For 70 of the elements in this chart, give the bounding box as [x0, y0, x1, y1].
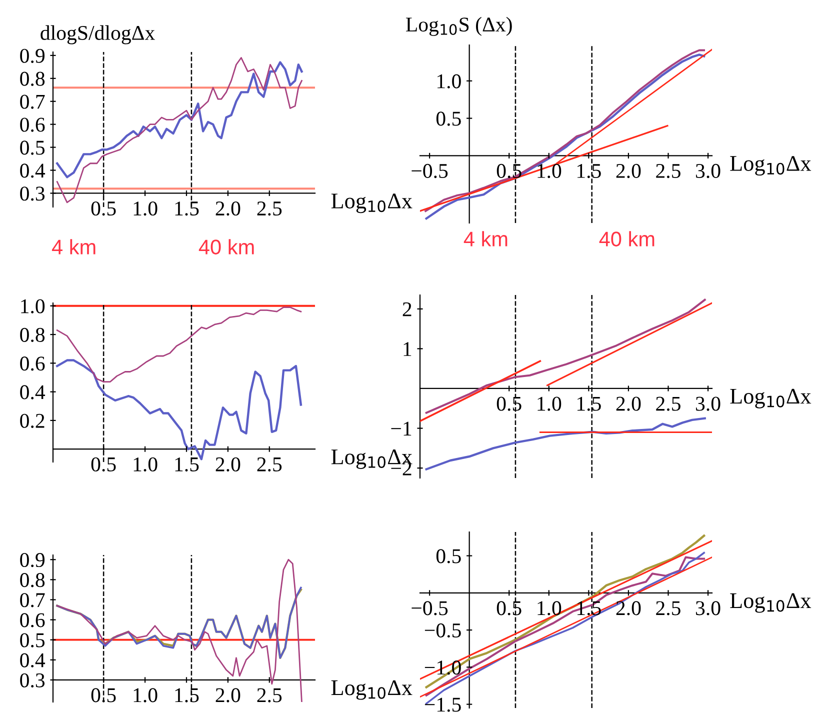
x-tick-label: 1.0 — [538, 164, 562, 178]
x-tick-label: 3.0 — [696, 396, 720, 411]
x-tick-label: −0.5 — [412, 601, 448, 616]
x-tick-label: 3.0 — [696, 601, 720, 616]
y-tick-label: 0.3 — [20, 673, 45, 688]
x-axis-title: Log$_{10}$Δx — [331, 680, 412, 700]
x-tick-label: 1.0 — [538, 396, 562, 411]
text: 40 km — [599, 231, 654, 246]
y-tick-label: 1.0 — [21, 299, 45, 314]
x-tick-label: 0.5 — [496, 601, 522, 616]
y-tick-label: 0.6 — [20, 613, 45, 628]
y-tick-label: 0.6 — [20, 118, 45, 132]
x-tick-label: 2.0 — [616, 164, 641, 178]
y-tick-label: 0.8 — [20, 573, 45, 588]
x-tick-label: 2.5 — [656, 396, 680, 411]
x-tick-label: 2.0 — [216, 457, 240, 472]
x-tick-label: 1.0 — [134, 688, 158, 702]
x-tick-label: 0.5 — [496, 396, 522, 411]
y-tick-label: 0.7 — [20, 94, 45, 109]
y-tick-label: 0.8 — [20, 72, 45, 86]
y-tick-label: −1.5 — [424, 698, 461, 712]
x-tick-label: 2.5 — [257, 202, 282, 216]
x-tick-label: 1.5 — [577, 164, 601, 178]
y-tick-label: 0.3 — [20, 186, 45, 201]
y-axis-title: Log$_{10}$S (Δx) — [406, 16, 512, 36]
x-axis-title: Log$_{10}$Δx — [730, 593, 812, 613]
x-tick-label: 0.5 — [91, 201, 116, 216]
y-tick-label: 2 — [402, 302, 412, 316]
x-tick-label: 2.0 — [616, 396, 641, 411]
x-tick-label: 2.5 — [656, 164, 680, 178]
x-tick-label: 3.0 — [696, 164, 720, 178]
y-tick-label: 0.8 — [20, 328, 45, 342]
y-tick-label: 0.4 — [20, 164, 46, 178]
text: 4 km — [52, 239, 96, 254]
x-tick-label: 1.0 — [134, 201, 158, 216]
y-tick-label: 0.9 — [20, 552, 45, 568]
y-tick-label: 0.2 — [20, 414, 44, 428]
x-tick-label: 2.5 — [257, 457, 282, 472]
x-tick-label: 2.0 — [216, 201, 240, 216]
x-tick-label: 1.0 — [538, 601, 562, 616]
y-tick-label: 0.4 — [20, 385, 46, 400]
y-tick-label: 0.5 — [436, 549, 461, 564]
x-tick-label: 0.5 — [496, 164, 522, 178]
y-tick-label: 0.5 — [20, 633, 45, 648]
y-tick-label: 0.4 — [20, 653, 46, 668]
y-tick-label: −0.5 — [424, 623, 461, 638]
x-tick-label: 0.5 — [91, 688, 116, 702]
x-tick-label: 2.5 — [257, 688, 282, 702]
y-tick-label: 0.6 — [20, 356, 45, 371]
y-tick-label: 0.5 — [436, 112, 461, 126]
x-tick-label: 2.0 — [616, 601, 641, 616]
x-tick-label: 0.5 — [91, 457, 116, 472]
y-tick-label: −1 — [391, 422, 412, 436]
y-tick-label: 0.9 — [20, 48, 45, 63]
text: 40 km — [198, 239, 254, 254]
x-tick-label: 1.5 — [175, 202, 199, 216]
y-tick-label: 1 — [404, 342, 412, 356]
x-axis-title: Log$_{10}$Δx — [730, 388, 812, 408]
y-tick-label: 1.0 — [437, 74, 461, 88]
x-tick-label: 2.5 — [656, 601, 680, 616]
y-tick-label: 0.7 — [20, 593, 45, 608]
x-tick-label: 2.0 — [216, 688, 240, 702]
y-axis-title: dlogS/dlogΔx — [40, 25, 155, 44]
x-tick-label: 1.0 — [134, 457, 158, 472]
x-tick-label: 1.5 — [175, 457, 199, 472]
x-axis-title: Log$_{10}$Δx — [730, 156, 812, 176]
y-tick-label: 0.5 — [20, 140, 45, 155]
text: 4 km — [464, 231, 508, 246]
x-tick-label: 1.5 — [577, 396, 601, 411]
x-axis-title: Log$_{10}$Δx — [331, 194, 412, 214]
